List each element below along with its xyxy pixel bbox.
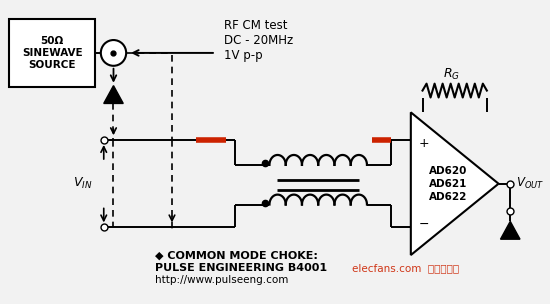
Text: 50Ω
SINEWAVE
SOURCE: 50Ω SINEWAVE SOURCE (22, 36, 82, 70)
Polygon shape (104, 86, 123, 103)
FancyBboxPatch shape (9, 19, 95, 87)
Text: RF CM test
DC - 20MHz
1V p-p: RF CM test DC - 20MHz 1V p-p (224, 19, 293, 62)
Text: +: + (419, 136, 429, 150)
Text: AD620
AD621
AD622: AD620 AD621 AD622 (428, 165, 467, 202)
Text: http://www.pulseeng.com: http://www.pulseeng.com (156, 275, 289, 285)
Polygon shape (500, 221, 520, 239)
Polygon shape (411, 112, 498, 255)
Text: elecfans.com  电子发烧友: elecfans.com 电子发烧友 (353, 263, 459, 273)
Circle shape (101, 40, 126, 66)
Text: −: − (419, 218, 429, 231)
Text: $R_G$: $R_G$ (443, 67, 460, 82)
Text: PULSE ENGINEERING B4001: PULSE ENGINEERING B4001 (156, 263, 328, 273)
Text: $V_{OUT}$: $V_{OUT}$ (516, 176, 544, 191)
Text: ◆ COMMON MODE CHOKE:: ◆ COMMON MODE CHOKE: (156, 251, 318, 261)
Text: $V_{IN}$: $V_{IN}$ (73, 176, 92, 191)
